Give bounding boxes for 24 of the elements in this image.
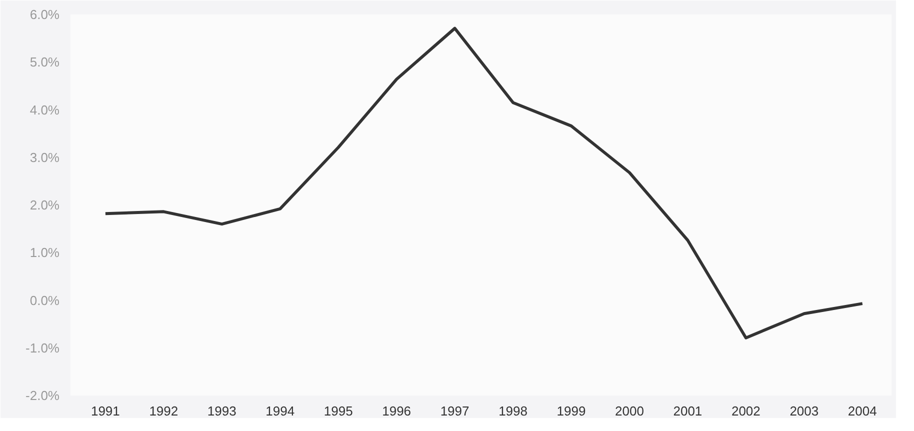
y-tick-label: 2.0% xyxy=(30,198,60,212)
x-tick-label: 1995 xyxy=(324,404,353,418)
x-tick-label: 2004 xyxy=(848,404,877,418)
y-tick-label: -2.0% xyxy=(26,388,60,403)
x-tick-label: 1998 xyxy=(498,404,528,418)
x-tick-label: 1999 xyxy=(556,404,586,418)
x-tick-label: 2002 xyxy=(731,404,760,418)
x-tick-label: 1997 xyxy=(440,404,470,418)
y-tick-label: 5.0% xyxy=(30,54,60,70)
y-tick-label: -1.0% xyxy=(26,340,60,356)
y-tick-label: 0.0% xyxy=(30,292,60,308)
x-tick-label: 1993 xyxy=(207,404,236,418)
y-tick-label: 3.0% xyxy=(30,150,60,165)
x-tick-label: 2003 xyxy=(790,404,819,418)
x-tick-label: 1991 xyxy=(90,404,120,418)
y-tick-label: 6.0% xyxy=(30,7,60,22)
line-series xyxy=(104,26,864,340)
y-tick-label: 1.0% xyxy=(30,245,60,260)
x-tick-label: 1992 xyxy=(149,404,178,418)
x-tick-label: 1996 xyxy=(382,404,412,418)
x-tick-label: 1994 xyxy=(266,404,295,418)
x-tick-label: 2000 xyxy=(615,404,644,418)
x-tick-label: 2001 xyxy=(673,404,702,418)
y-tick-label: 4.0% xyxy=(30,102,60,118)
